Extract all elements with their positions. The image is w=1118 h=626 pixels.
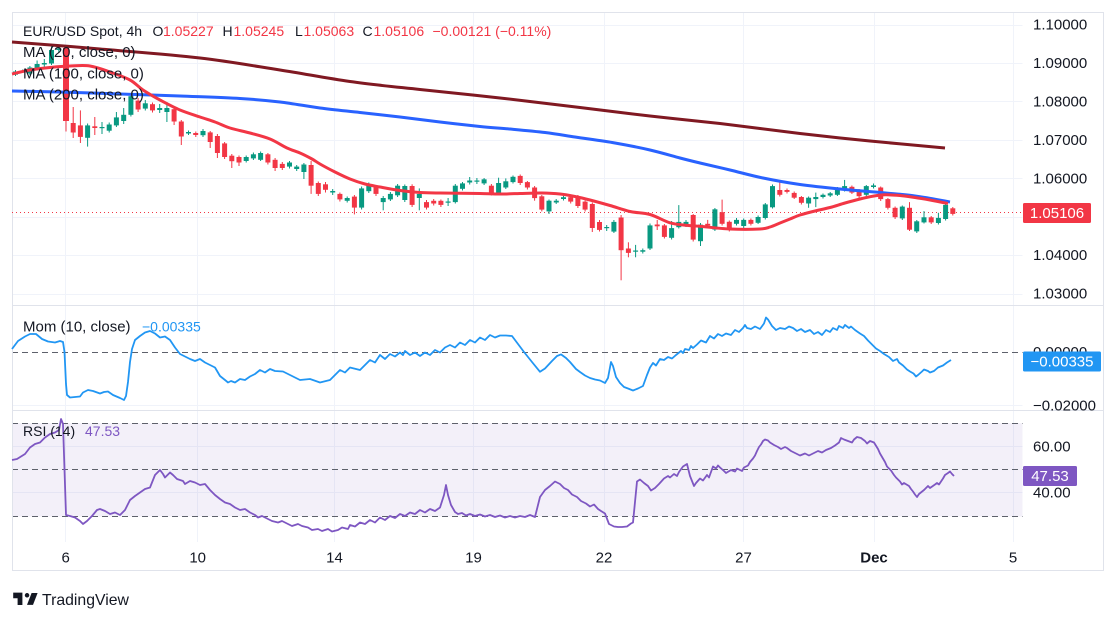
svg-text:19: 19 [465,550,482,567]
svg-text:1.06000: 1.06000 [1033,170,1087,187]
svg-text:MA (100, close, 0): MA (100, close, 0) [23,66,144,83]
svg-text:−0.00335: −0.00335 [1031,354,1094,371]
svg-text:TradingView: TradingView [42,592,130,609]
svg-text:RSI (14): RSI (14) [23,423,75,439]
svg-text:1.05227: 1.05227 [163,23,214,39]
svg-text:60.00: 60.00 [1033,438,1071,455]
svg-text:22: 22 [596,550,613,567]
svg-text:1.05106: 1.05106 [374,23,425,39]
svg-text:MA (200, close, 0): MA (200, close, 0) [23,87,144,104]
svg-text:O: O [153,23,164,39]
svg-text:EUR/USD Spot, 4h: EUR/USD Spot, 4h [23,23,142,39]
svg-text:47.53: 47.53 [1031,468,1069,485]
svg-text:14: 14 [326,550,343,567]
svg-text:40.00: 40.00 [1033,485,1071,502]
svg-text:Mom (10, close): Mom (10, close) [23,319,131,336]
svg-text:−0.00121 (−0.11%): −0.00121 (−0.11%) [433,23,552,39]
svg-text:1.08000: 1.08000 [1033,93,1087,110]
svg-text:Dec: Dec [860,550,888,567]
svg-text:−0.00335: −0.00335 [142,319,201,335]
svg-text:1.09000: 1.09000 [1033,55,1087,72]
svg-text:6: 6 [62,550,70,567]
svg-text:MA (20, close, 0): MA (20, close, 0) [23,44,136,61]
svg-text:27: 27 [735,550,752,567]
svg-text:L: L [295,23,303,39]
svg-text:47.53: 47.53 [85,423,120,439]
svg-text:1.04000: 1.04000 [1033,247,1087,264]
svg-text:−0.02000: −0.02000 [1033,397,1096,414]
svg-text:10: 10 [189,550,206,567]
svg-text:1.03000: 1.03000 [1033,286,1087,303]
svg-text:1.10000: 1.10000 [1033,17,1087,34]
svg-text:1.05245: 1.05245 [234,23,285,39]
svg-text:1.05106: 1.05106 [1030,205,1084,222]
svg-text:C: C [363,23,373,39]
svg-text:5: 5 [1009,550,1017,567]
svg-text:1.07000: 1.07000 [1033,132,1087,149]
svg-text:1.05063: 1.05063 [304,23,355,39]
svg-text:H: H [223,23,233,39]
